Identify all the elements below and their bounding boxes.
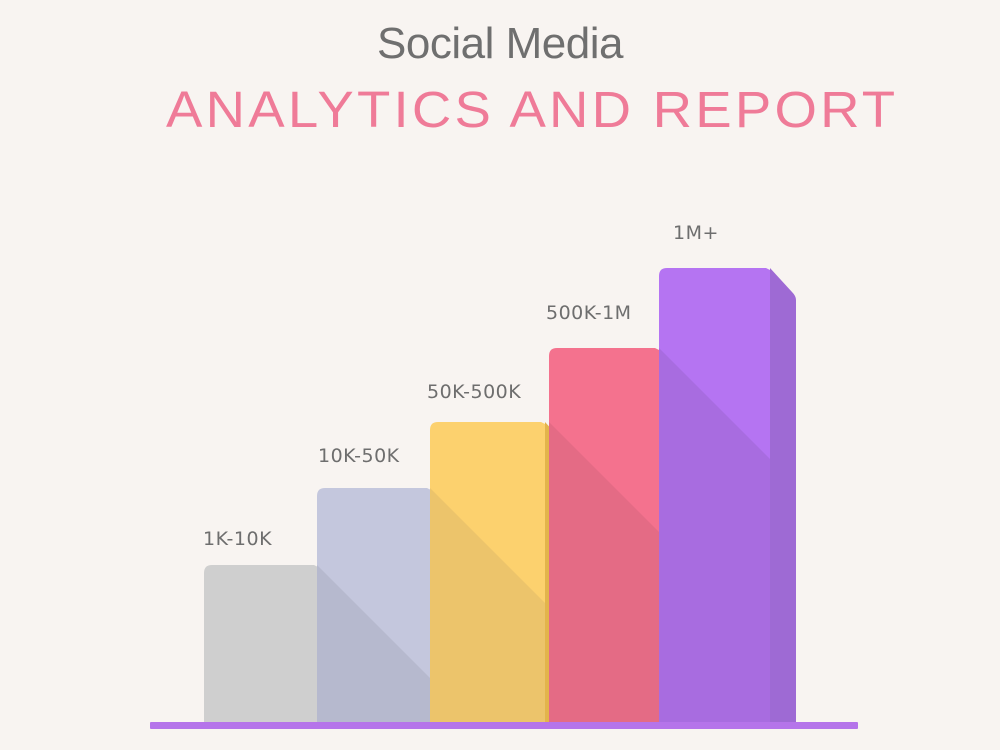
bar-side-face <box>770 268 796 723</box>
chart-baseline <box>150 722 858 729</box>
page-title-main: ANALYTICS AND REPORT <box>166 81 899 138</box>
bar-front-face <box>204 565 318 723</box>
bar-cast-shadow <box>430 488 545 723</box>
bar-cast-shadow <box>549 422 659 723</box>
bar-label: 10K-50K <box>318 445 400 467</box>
bar-cast-shadow <box>317 565 431 723</box>
bar-label: 1K-10K <box>203 528 273 550</box>
bar-cast-shadow <box>659 348 770 723</box>
bar-label: 500K-1M <box>546 302 632 324</box>
page-title-top: Social Media <box>377 19 623 68</box>
bar-1m- <box>659 268 796 723</box>
bar-label: 1M+ <box>673 222 719 244</box>
bar-label: 50K-500K <box>427 381 522 403</box>
